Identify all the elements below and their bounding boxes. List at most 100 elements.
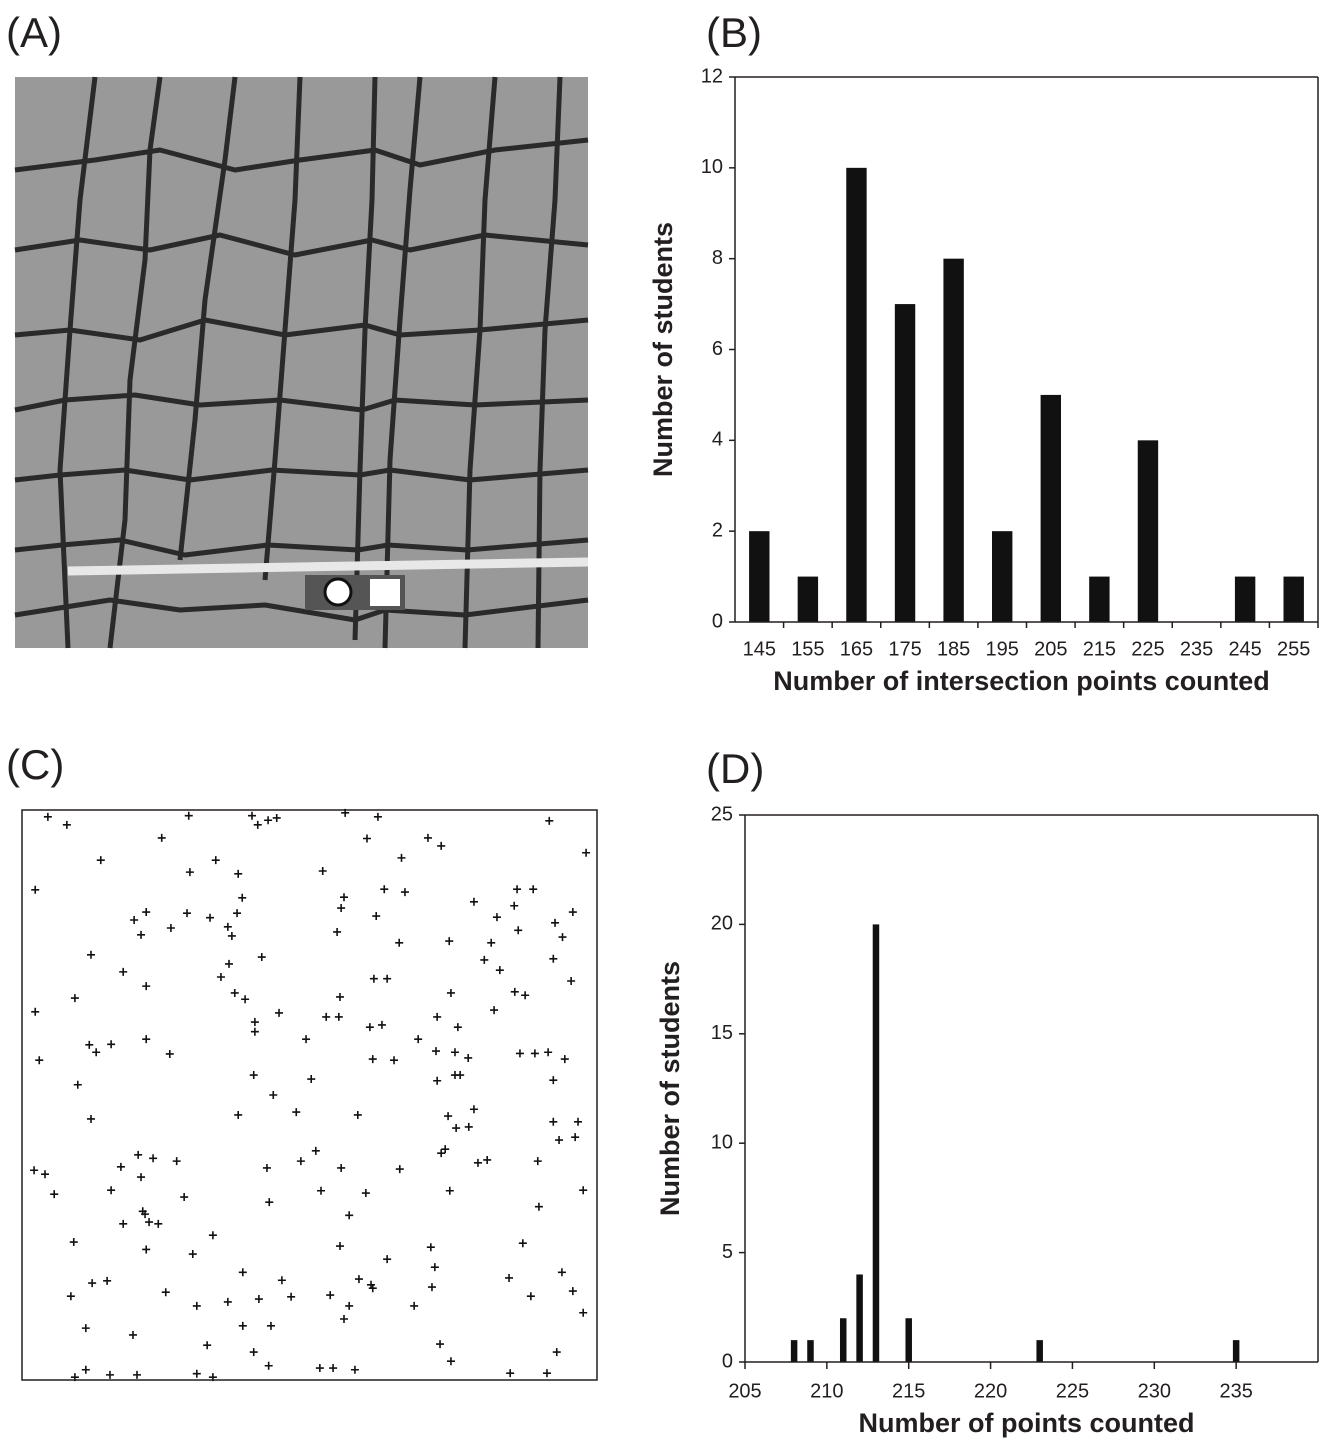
point — [30, 1166, 39, 1175]
point — [292, 1108, 301, 1117]
point — [534, 1202, 543, 1211]
point — [322, 1012, 331, 1021]
point — [311, 1146, 320, 1155]
point — [430, 1263, 439, 1272]
x-tick-label: 255 — [1277, 638, 1310, 660]
point — [302, 1035, 311, 1044]
point — [441, 1145, 450, 1154]
point — [433, 1076, 442, 1085]
bar — [856, 1274, 863, 1362]
point — [257, 953, 266, 962]
point — [116, 1162, 125, 1171]
bar — [905, 1318, 912, 1362]
point — [145, 1218, 154, 1227]
point — [180, 1193, 189, 1202]
point — [558, 933, 567, 942]
point — [436, 1340, 445, 1349]
point — [337, 904, 346, 913]
point — [383, 974, 392, 983]
panel-label: (B) — [706, 9, 762, 56]
point — [361, 1189, 370, 1198]
point — [445, 1186, 454, 1195]
point — [50, 1190, 59, 1199]
point — [192, 1301, 201, 1310]
point — [253, 820, 262, 829]
bar — [1232, 1340, 1240, 1362]
point — [579, 1308, 588, 1317]
x-tick-label: 195 — [986, 638, 1019, 660]
bar — [1234, 576, 1256, 622]
point — [354, 1275, 363, 1284]
point — [192, 1369, 201, 1378]
point — [249, 1071, 258, 1080]
point — [275, 1008, 284, 1017]
x-tick-label: 220 — [974, 1380, 1007, 1402]
point — [206, 913, 215, 922]
point — [43, 812, 52, 821]
plot-frame — [21, 809, 598, 1381]
point — [380, 885, 389, 894]
point — [515, 1049, 524, 1058]
point — [107, 1040, 116, 1049]
point — [510, 901, 519, 910]
point — [544, 1048, 553, 1057]
point — [172, 1157, 181, 1166]
point — [410, 1301, 419, 1310]
point — [495, 966, 504, 975]
point — [456, 1071, 465, 1080]
point — [549, 1117, 558, 1126]
point — [579, 1186, 588, 1195]
point — [96, 856, 105, 865]
point — [490, 1006, 499, 1015]
y-tick-label: 12 — [701, 65, 723, 87]
point — [414, 1035, 423, 1044]
point — [329, 1364, 338, 1373]
point — [142, 982, 151, 991]
point — [335, 992, 344, 1001]
point — [437, 841, 446, 850]
point — [337, 1163, 346, 1172]
point — [433, 1012, 442, 1021]
point — [70, 994, 79, 1003]
x-tick-label: 175 — [888, 638, 921, 660]
point — [334, 1012, 343, 1021]
point — [383, 1255, 392, 1264]
point — [137, 1173, 146, 1182]
bar — [1283, 576, 1304, 622]
point — [333, 927, 342, 936]
point — [369, 974, 378, 983]
panel-label: (D) — [706, 745, 764, 792]
point — [453, 1023, 462, 1032]
x-tick-label: 225 — [1131, 638, 1164, 660]
x-tick-label: 215 — [892, 1380, 925, 1402]
point — [521, 991, 530, 1000]
y-tick-label: 5 — [722, 1241, 733, 1263]
point — [464, 1053, 473, 1062]
y-tick-label: 8 — [712, 247, 723, 269]
y-tick-label: 0 — [722, 1350, 733, 1372]
point — [551, 918, 560, 927]
point — [296, 1157, 305, 1166]
point — [238, 1321, 247, 1330]
point — [555, 1136, 564, 1145]
x-tick-label: 235 — [1219, 1380, 1252, 1402]
point — [188, 1250, 197, 1259]
point — [225, 959, 233, 968]
point — [223, 922, 232, 931]
point — [437, 1149, 446, 1158]
point — [526, 1292, 535, 1301]
point — [81, 1324, 90, 1333]
point — [373, 812, 382, 821]
point — [88, 1279, 97, 1288]
point — [307, 1075, 316, 1084]
x-tick-label: 245 — [1228, 638, 1261, 660]
x-tick-label: 145 — [743, 638, 776, 660]
point — [469, 897, 478, 906]
point — [372, 912, 381, 921]
x-tick-label: 230 — [1138, 1380, 1171, 1402]
point — [510, 987, 519, 996]
panel-label: (A) — [6, 9, 62, 56]
point — [211, 856, 220, 865]
point — [426, 1243, 435, 1252]
point — [264, 816, 273, 825]
